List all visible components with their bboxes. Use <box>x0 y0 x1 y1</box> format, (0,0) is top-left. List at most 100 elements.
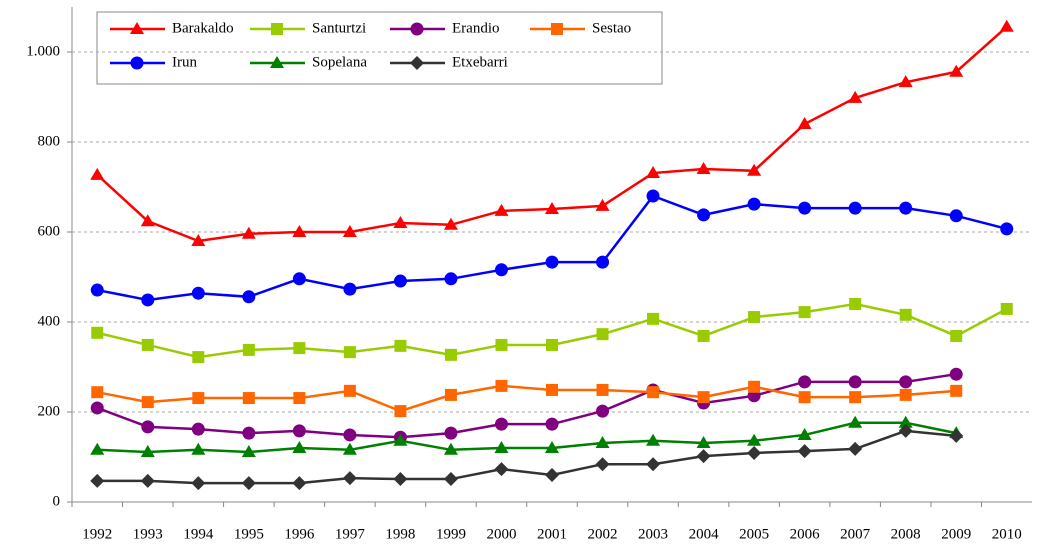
data-point <box>898 423 913 438</box>
legend-label: Barakaldo <box>172 20 234 36</box>
data-point <box>191 476 206 491</box>
y-tick-label: 600 <box>38 223 61 239</box>
x-tick-label: 1996 <box>284 526 315 542</box>
legend-label: Santurtzi <box>312 20 366 36</box>
data-point <box>747 445 762 460</box>
data-point <box>443 217 458 230</box>
data-point <box>798 201 812 215</box>
data-point <box>343 346 356 359</box>
data-point <box>949 64 964 77</box>
data-point <box>191 286 205 300</box>
legend-marker <box>271 23 283 35</box>
data-point <box>343 384 356 397</box>
data-point <box>848 441 863 456</box>
data-point <box>647 386 660 399</box>
data-point <box>394 339 407 352</box>
data-point <box>696 162 711 174</box>
data-point <box>191 442 206 455</box>
data-point <box>899 388 912 401</box>
data-point <box>191 422 205 436</box>
data-point <box>343 428 357 442</box>
data-point <box>90 473 105 488</box>
legend-marker <box>410 56 424 70</box>
x-tick-label: 2001 <box>537 526 567 542</box>
data-point <box>191 234 206 246</box>
data-point <box>747 163 762 176</box>
data-point <box>394 405 407 418</box>
legend-box <box>96 11 663 85</box>
data-point <box>393 274 407 288</box>
data-point <box>393 216 408 228</box>
legend-marker <box>130 56 144 70</box>
y-tick-label: 1.000 <box>26 43 60 59</box>
x-tick-label: 2009 <box>941 526 971 542</box>
data-point <box>241 476 256 491</box>
data-point <box>949 209 963 223</box>
data-point <box>646 457 661 472</box>
x-tick-label: 2005 <box>739 526 769 542</box>
data-point <box>797 444 812 459</box>
data-point <box>545 441 559 453</box>
x-tick-label: 1998 <box>385 526 415 542</box>
y-tick-label: 800 <box>38 133 61 149</box>
series-line <box>97 384 957 413</box>
data-point <box>494 441 509 453</box>
x-tick-label: 2007 <box>840 526 871 542</box>
data-point <box>697 329 710 342</box>
data-point <box>293 342 306 355</box>
data-point <box>494 203 509 216</box>
data-point <box>848 90 863 103</box>
y-tick-label: 400 <box>38 313 61 329</box>
legend-label: Irun <box>172 54 197 70</box>
data-point <box>849 298 862 310</box>
x-tick-label: 1993 <box>133 526 163 542</box>
data-point <box>646 433 661 446</box>
data-point <box>646 189 660 203</box>
data-point <box>242 290 256 304</box>
data-point <box>696 449 711 464</box>
data-point <box>899 375 913 389</box>
data-point <box>797 427 812 440</box>
x-tick-label: 2010 <box>992 526 1022 542</box>
data-point <box>949 428 964 443</box>
data-point <box>1000 222 1014 236</box>
data-point <box>292 441 307 453</box>
data-point <box>192 351 205 364</box>
data-point <box>899 201 913 215</box>
x-tick-label: 2006 <box>790 526 821 542</box>
y-tick-label: 200 <box>38 403 61 419</box>
data-point <box>595 198 610 211</box>
data-point <box>292 476 307 491</box>
data-point <box>343 282 357 296</box>
x-tick-label: 1992 <box>82 526 112 542</box>
data-point <box>140 473 155 488</box>
data-point <box>140 214 155 227</box>
data-point <box>90 283 104 297</box>
data-point <box>545 255 559 269</box>
x-tick-label: 2004 <box>689 526 720 542</box>
x-tick-label: 2008 <box>891 526 921 542</box>
data-point <box>797 117 812 129</box>
data-point <box>242 343 255 356</box>
data-point <box>596 255 610 269</box>
data-point <box>342 442 357 455</box>
data-point <box>242 392 255 405</box>
data-point <box>342 471 357 486</box>
data-point <box>949 367 963 381</box>
data-point <box>546 338 558 351</box>
data-point <box>494 462 509 477</box>
legend-marker <box>270 56 284 68</box>
data-point <box>545 202 559 215</box>
x-tick-label: 2003 <box>638 526 668 542</box>
data-point <box>595 457 610 472</box>
data-point <box>90 401 104 415</box>
data-point <box>91 386 104 399</box>
data-point <box>292 272 306 286</box>
data-point <box>90 442 105 455</box>
data-point <box>898 415 913 428</box>
data-point <box>748 380 761 393</box>
data-point <box>1000 302 1013 315</box>
legend-label: Sestao <box>592 20 631 36</box>
data-point <box>647 312 660 325</box>
legend-marker <box>130 22 144 34</box>
